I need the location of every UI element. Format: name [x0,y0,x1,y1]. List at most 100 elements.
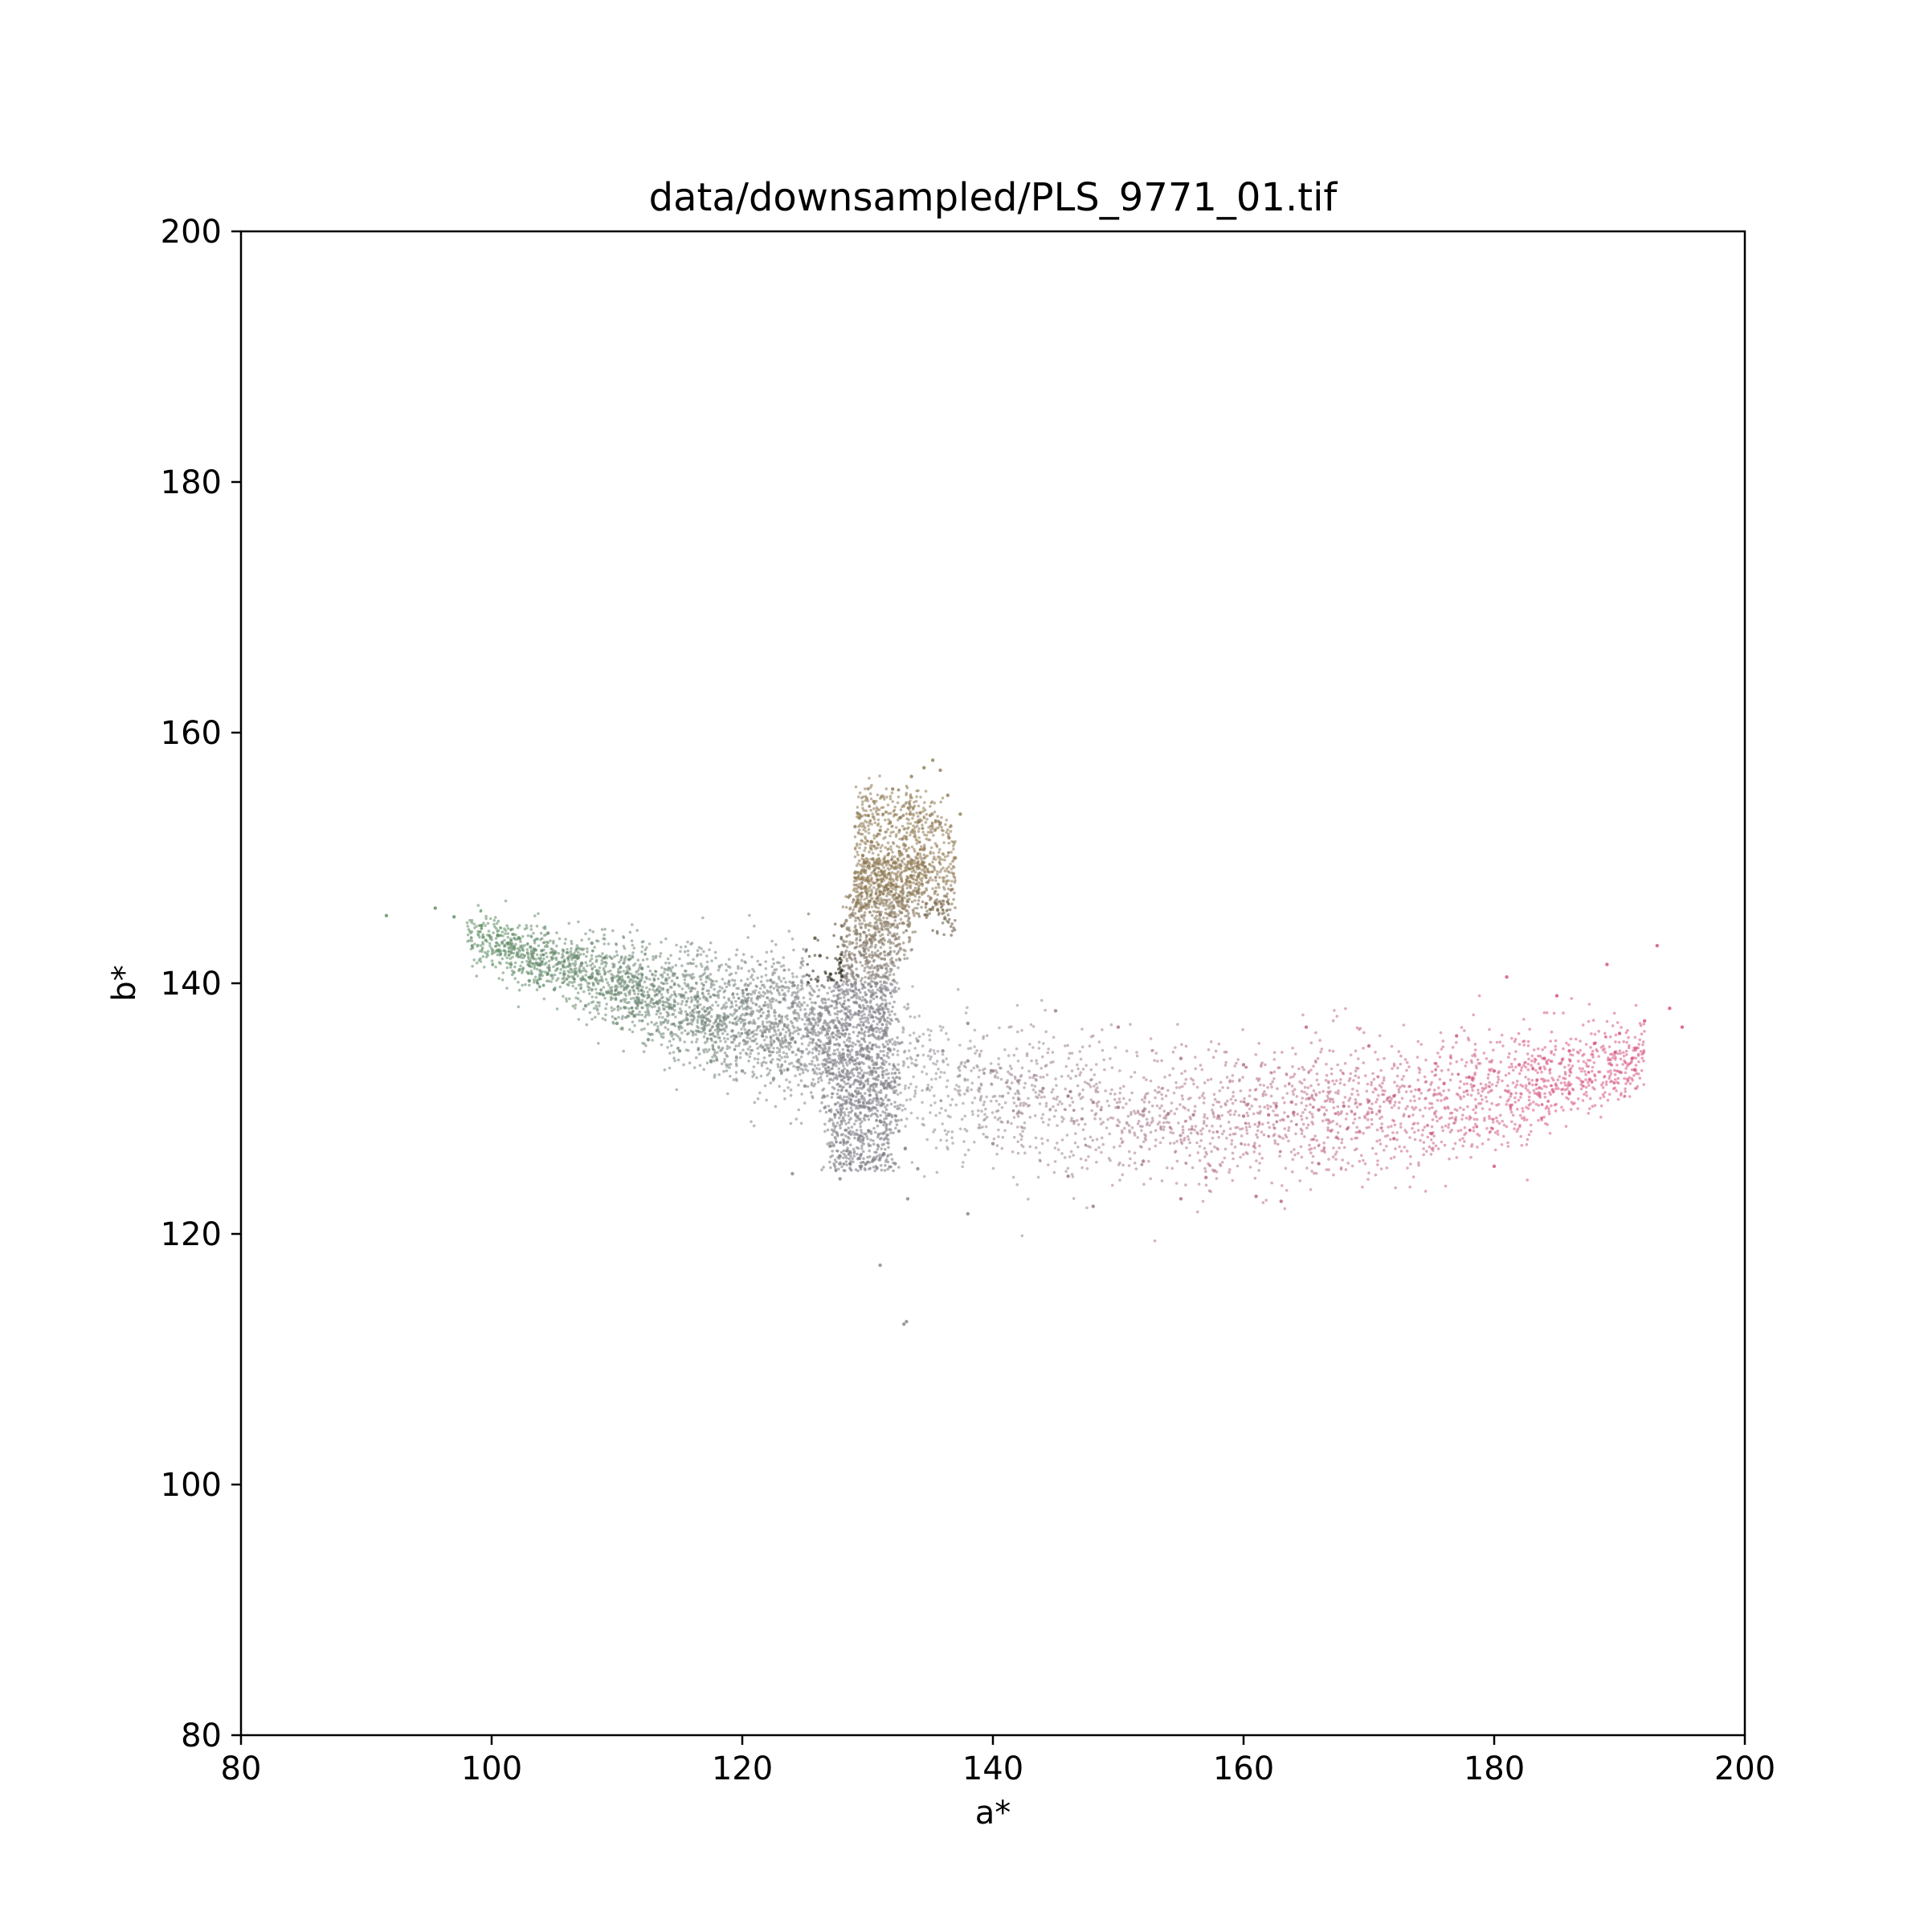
cloud-dot [725,1047,729,1051]
cloud-dot [664,1019,668,1023]
cloud-dot [830,999,834,1003]
cloud-dot [754,1037,758,1041]
cloud-dot [619,1007,623,1010]
cloud-dot [576,991,580,995]
cloud-dot [632,946,636,950]
cloud-dot [826,1027,829,1031]
cloud-dot [860,982,864,986]
cloud-dot [643,952,647,956]
cloud-dot [830,1096,834,1099]
cloud-dot [887,1010,890,1014]
cloud-dot [494,945,497,948]
cloud-dot [913,870,917,874]
cloud-dot [817,995,820,998]
cloud-dot [706,974,710,978]
cloud-dot [840,1017,844,1021]
cloud-dot [686,940,689,944]
cloud-dot [476,933,480,936]
cloud-dot [887,906,890,910]
cloud-dot [700,1031,703,1034]
cloud-dot [708,948,711,951]
cloud-dot [873,1082,876,1085]
cloud-dot [598,966,602,970]
cloud-dot [852,1013,855,1017]
cloud-dot [717,1072,721,1076]
cloud-dot [505,956,509,959]
cloud-dot [709,1029,712,1032]
cloud-dot [875,1118,878,1122]
cloud-dot [884,974,887,978]
cloud-dot [488,917,492,921]
cloud-dot [842,980,845,983]
cloud-dot [621,1015,624,1018]
cloud-dot [936,815,939,818]
cloud-dot [767,1054,771,1057]
cloud-dot [612,965,616,968]
cloud-dot [872,997,876,1001]
cloud-dot [803,1023,807,1026]
cloud-dot [799,1121,803,1125]
cloud-dot [699,953,703,957]
cloud-dot [878,889,882,893]
cloud-dot [631,1012,634,1015]
cloud-dot [636,986,640,991]
cloud-dot [852,908,855,912]
cloud-dot [541,941,545,945]
cloud-dot [778,985,782,989]
cloud-dot [718,989,721,993]
cloud-dot [871,1060,874,1063]
cloud-dot [602,933,606,937]
cloud-dot [500,930,504,933]
cloud-dot [868,1149,871,1153]
cloud-dot [673,972,676,975]
cloud-dot [702,996,705,999]
cloud-dot [876,906,880,910]
cloud-dot [535,967,539,971]
cloud-dot [769,986,772,989]
cloud-dot [890,908,893,912]
cloud-dot [691,1033,695,1037]
cloud-dot [481,954,485,958]
cloud-dot [747,1007,751,1010]
cloud-dot [793,995,797,999]
cloud-dot [561,977,564,981]
cloud-dot [918,877,922,880]
cloud-dot [470,918,474,922]
cloud-dot [652,988,655,991]
cloud-dot [799,962,803,966]
cloud-dot [844,1149,848,1153]
cloud-dot [827,1068,831,1072]
cloud-dot [798,1000,801,1004]
cloud-dot [600,928,604,931]
cloud-dot [784,980,787,984]
cloud-dot [880,1168,884,1172]
cloud-dot [869,999,872,1003]
cloud-dot [472,958,476,962]
cloud-dot [870,1013,873,1017]
cloud-dot [836,1096,839,1099]
cloud-dot [808,984,812,988]
cloud-dot [842,995,846,999]
cloud-dot [851,971,854,974]
cloud-dot [864,902,867,905]
cloud-dot [833,922,837,926]
cloud-dot [473,942,476,946]
cloud-dot [868,874,872,877]
cloud-dot [803,1027,807,1030]
cloud-dot [827,1049,831,1052]
cloud-dot [524,982,527,986]
cloud-dot [647,1031,651,1035]
cloud-dot [878,930,881,933]
cloud-dot [796,1068,800,1072]
cloud-dot [871,940,874,944]
cloud-dot [689,1000,693,1003]
cloud-dot [836,1010,839,1013]
cloud-dot [848,966,851,970]
cloud-dot [545,973,549,976]
cloud-dot [510,947,514,951]
cloud-dot [723,1060,726,1064]
cloud-dot [883,939,887,942]
cloud-dot [658,1015,661,1019]
cloud-dot [879,902,882,906]
